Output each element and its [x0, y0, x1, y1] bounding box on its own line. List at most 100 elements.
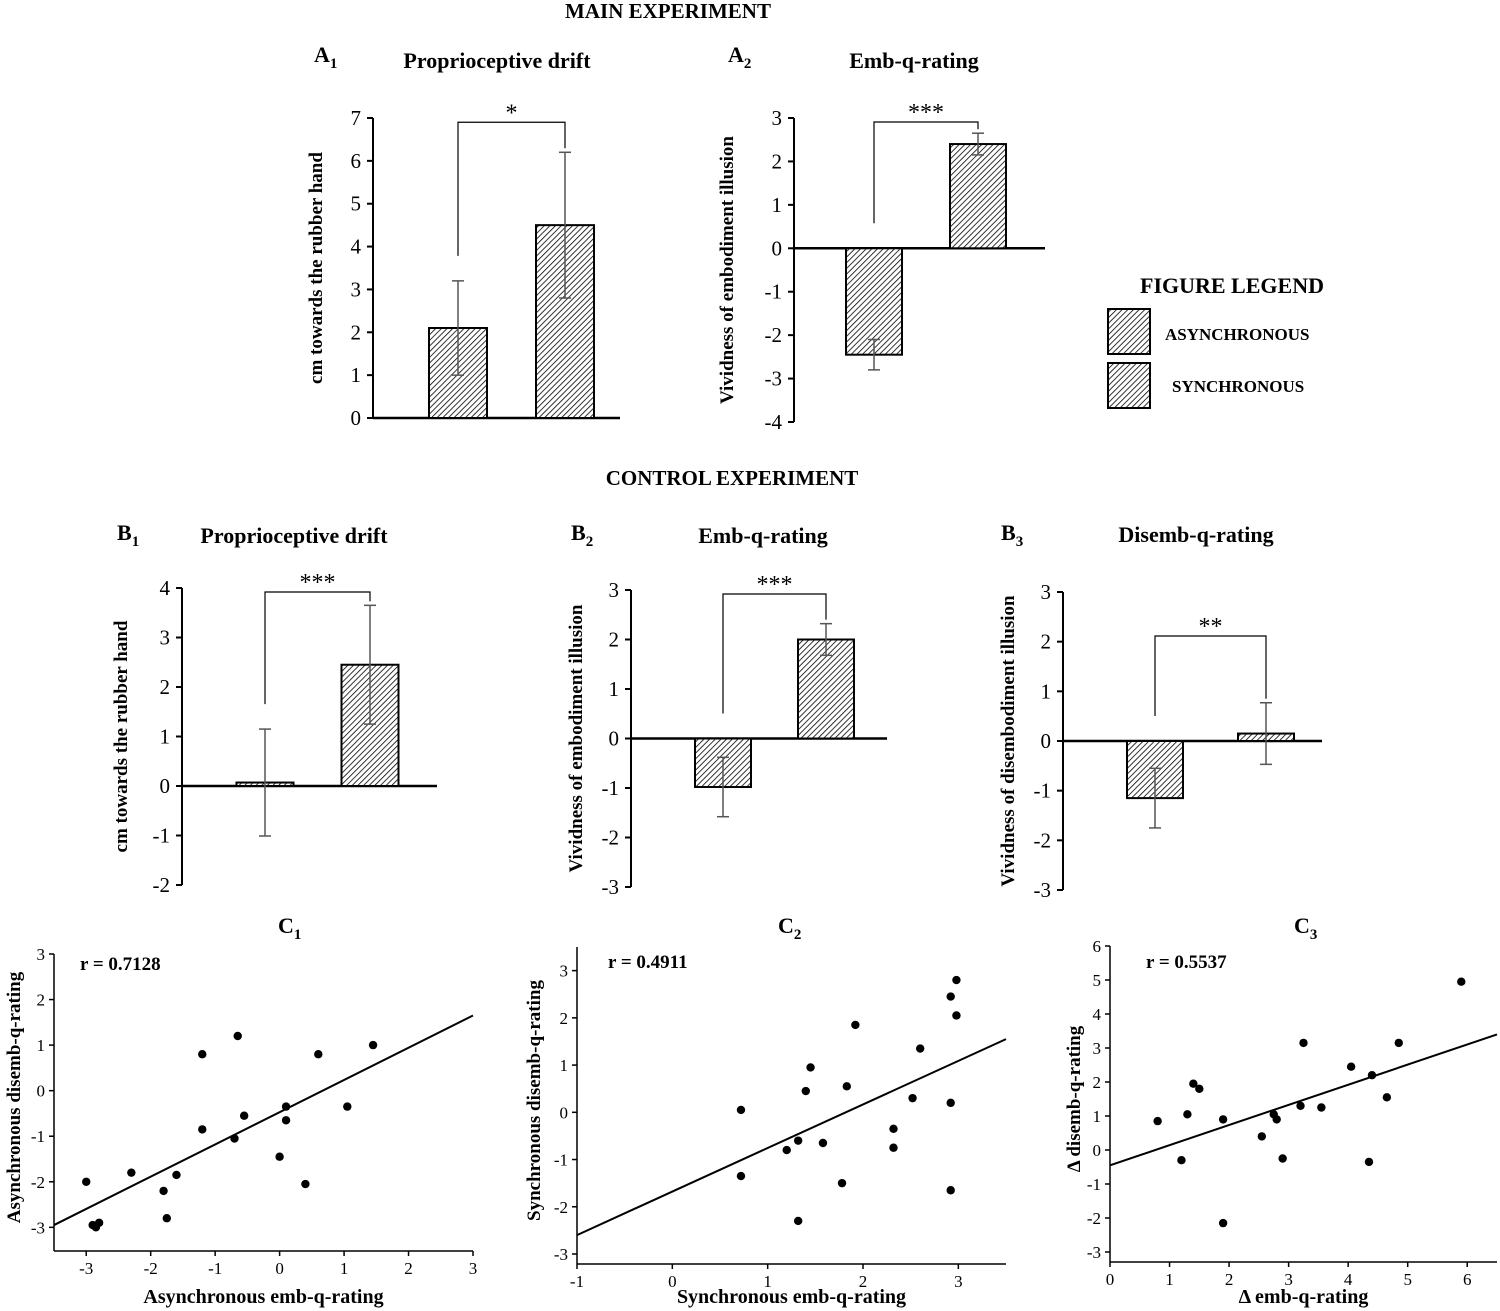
legend-swatch-asynchronous [1107, 308, 1151, 355]
data-point-c3 [1394, 1038, 1403, 1048]
data-point-c1 [198, 1125, 207, 1134]
panels-group: Proprioceptive drift 0 1 2 3 4 5 6 7 cm towards t… [4, 42, 1498, 1308]
chart-c1: -3 -2 -1 0 1 2 3 -3 -2 -1 0 1 2 3 Asynchronous emb-q-r… [4, 945, 477, 1308]
y-tick-label-c2: 1 [560, 1056, 569, 1075]
chart-c3: -3 -2 -1 0 1 2 3 4 5 6 0 1 2 3 4 5 6 Δ emb-q-rating Δ dise… [1064, 937, 1498, 1308]
regression-line-c3 [1109, 1033, 1498, 1167]
y-tick-label-a1: 7 [351, 106, 362, 130]
y-tick-label-c3: -1 [1087, 1175, 1101, 1194]
bar-a1-synchronous [535, 224, 595, 419]
data-point-c3 [1317, 1103, 1326, 1112]
y-tick-label-c3: 6 [1093, 937, 1102, 956]
chart-title-b2: Emb-q-rating [698, 523, 828, 548]
y-tick-label-b2: 0 [609, 727, 620, 751]
panel-label-a1: A1 [314, 42, 337, 72]
chart-b1: Proprioceptive drift -2 -1 0 1 2 3 4 cm towards … [111, 523, 437, 897]
correlation-annotation-c1: r = 0.7128 [80, 954, 161, 975]
y-tick-label-c1: -2 [31, 1173, 45, 1192]
y-tick-label-b1: 1 [160, 725, 171, 749]
data-point-c3 [1189, 1079, 1198, 1088]
control-experiment-header: CONTROL EXPERIMENT [606, 466, 859, 490]
x-tick-label-c3: 0 [1106, 1270, 1115, 1289]
data-point-c2 [952, 1011, 961, 1020]
y-tick-label-b3: -2 [1034, 828, 1052, 852]
chart-b3: Disemb-q-rating -3 -2 -1 0 1 2 3 Vividness of di… [998, 522, 1322, 902]
data-point-c1 [172, 1170, 181, 1180]
x-tick-label-c2: 0 [668, 1272, 677, 1291]
y-tick-label-c1: -3 [31, 1218, 45, 1237]
x-tick-label-c2: -1 [570, 1272, 584, 1291]
data-point-c1 [94, 1218, 104, 1227]
chart-b2: Emb-q-rating -3 -2 -1 0 1 2 3 Vividness of embod… [566, 523, 887, 899]
y-axis-label-c2: Synchronous disemb-q-rating [524, 980, 545, 1221]
y-tick-label-a1: 1 [351, 363, 362, 387]
chart-title-a1: Proprioceptive drift [403, 48, 591, 73]
data-point-c2 [736, 1105, 746, 1115]
data-point-c3 [1296, 1101, 1305, 1111]
legend-title: FIGURE LEGEND [1140, 273, 1324, 298]
figure-legend: FIGURE LEGEND ASYNCHRONOUS SYNCHRONOUS [1107, 273, 1324, 409]
data-point-c1 [281, 1116, 291, 1125]
x-tick-label-c2: 3 [954, 1272, 963, 1291]
panel-label-b1: B1 [117, 520, 139, 550]
data-point-c1 [162, 1214, 172, 1223]
y-tick-label-c2: -3 [554, 1245, 568, 1264]
data-point-c2 [946, 1186, 955, 1195]
x-axis-label-c3: Δ emb-q-rating [1239, 1286, 1369, 1308]
y-axis-label-b2: Vividness of embodiment illusion [566, 604, 587, 872]
regression-line-c2 [576, 1038, 1007, 1237]
y-tick-label-a1: 3 [351, 277, 362, 301]
legend-label-asynchronous: ASYNCHRONOUS [1165, 325, 1310, 344]
y-tick-label-c3: 3 [1093, 1039, 1102, 1058]
y-tick-label-b1: 0 [160, 774, 171, 798]
data-point-c1 [314, 1050, 323, 1059]
y-axis-label-c3: Δ disemb-q-rating [1064, 1025, 1085, 1172]
significance-marker-a1: * [506, 100, 518, 126]
y-tick-label-b2: -1 [602, 776, 620, 800]
data-point-c3 [1382, 1093, 1392, 1102]
x-tick-label-c1: -2 [144, 1259, 158, 1278]
y-axis-label-c1: Asynchronous disemb-q-rating [4, 971, 25, 1223]
data-point-c3 [1299, 1038, 1308, 1048]
significance-bracket-a1 [457, 121, 566, 256]
y-tick-label-c1: 2 [37, 991, 46, 1010]
data-point-c3 [1183, 1110, 1192, 1119]
x-tick-label-c1: 1 [340, 1259, 349, 1278]
y-tick-label-c3: 0 [1093, 1141, 1102, 1160]
y-tick-label-a2: -2 [765, 323, 783, 347]
data-point-c2 [916, 1044, 925, 1053]
data-point-c2 [952, 975, 961, 985]
data-point-c1 [159, 1186, 168, 1196]
panel-label-c3: C3 [1294, 913, 1317, 943]
y-tick-label-a1: 4 [351, 235, 362, 259]
data-point-c3 [1364, 1157, 1374, 1167]
data-point-c3 [1457, 977, 1466, 986]
y-tick-label-c3: -2 [1087, 1209, 1101, 1228]
data-point-c1 [368, 1040, 378, 1050]
significance-marker-b3: ** [1199, 614, 1223, 640]
y-tick-label-b2: -2 [602, 826, 620, 850]
panel-label-c1: C1 [278, 913, 301, 943]
y-tick-label-b3: 1 [1041, 679, 1052, 703]
significance-marker-b2: *** [757, 572, 793, 598]
y-axis-label-a2: Vividness of embodiment illusion [717, 136, 738, 404]
significance-bracket-a2 [873, 121, 979, 224]
data-point-c2 [736, 1171, 746, 1181]
panel-label-c2: C2 [778, 913, 801, 943]
y-tick-label-a2: 3 [772, 106, 783, 130]
data-point-c2 [818, 1138, 828, 1148]
data-point-c1 [233, 1031, 242, 1041]
y-tick-label-a2: -1 [765, 280, 783, 304]
x-tick-label-c2: 1 [763, 1272, 772, 1291]
data-point-c1 [198, 1050, 207, 1059]
panel-label-a2: A2 [728, 42, 751, 72]
data-point-c3 [1367, 1071, 1377, 1080]
x-tick-label-c3: 3 [1284, 1270, 1293, 1289]
y-tick-label-c3: 5 [1093, 971, 1102, 990]
x-tick-label-c1: 0 [275, 1259, 284, 1278]
x-tick-label-c1: 2 [404, 1259, 413, 1278]
y-tick-label-c3: -3 [1087, 1243, 1101, 1262]
panel-label-b3: B3 [1001, 520, 1023, 550]
y-tick-label-b3: 3 [1041, 580, 1052, 604]
data-point-c2 [889, 1143, 898, 1152]
